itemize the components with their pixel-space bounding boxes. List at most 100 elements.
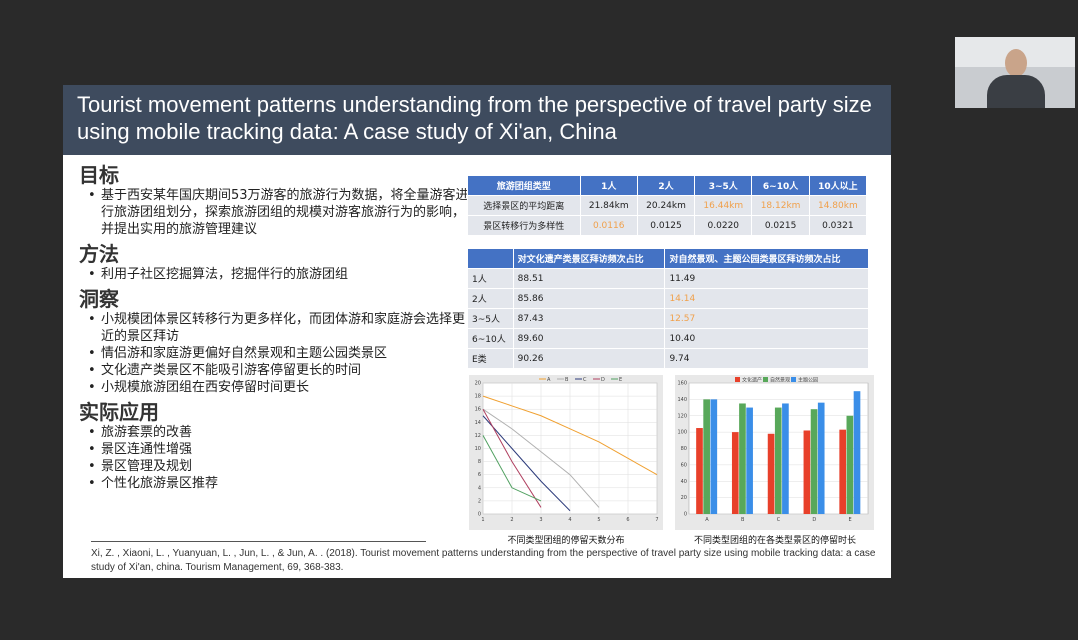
series-line	[482, 435, 542, 502]
series-line	[482, 408, 600, 508]
bullet: 景区管理及规划	[79, 458, 469, 475]
y-tick-label: 160	[677, 381, 687, 387]
legend-label: 文化遗产	[742, 377, 762, 384]
x-tick-label: 4	[568, 517, 571, 523]
y-tick-label: 0	[478, 512, 481, 518]
header-cell: 10人以上	[808, 175, 868, 196]
legend-swatch	[763, 377, 768, 382]
cell: 景区转移行为多样性	[467, 215, 581, 236]
bullet: 小规模旅游团组在西安停留时间更长	[79, 379, 469, 396]
cell: 0.0116	[579, 215, 638, 236]
bar	[739, 403, 746, 514]
legend-swatch	[735, 377, 740, 382]
cell: 6~10人	[467, 328, 514, 349]
legend-label: C	[583, 377, 587, 383]
y-tick-label: 4	[478, 485, 481, 491]
row: 3~5人 87.43 12.57	[467, 308, 869, 329]
bar	[803, 430, 811, 514]
bar	[696, 428, 703, 514]
bullet: 文化遗产类景区不能吸引游客停留更长的时间	[79, 362, 469, 379]
header-cell: 6~10人	[751, 175, 810, 196]
legend-label: 主题公园	[798, 377, 818, 384]
y-tick-label: 100	[677, 430, 687, 436]
y-tick-label: 60	[681, 462, 687, 468]
section-heading: 目标	[79, 163, 119, 187]
cell: 12.57	[664, 308, 869, 329]
row: 2人 85.86 14.14	[467, 288, 869, 309]
bullet: 利用子社区挖掘算法，挖掘伴行的旅游团组	[79, 266, 469, 283]
x-tick-label: 6	[626, 517, 629, 523]
section-heading: 实际应用	[79, 400, 159, 424]
chart-caption: 不同类型团组的停留天数分布	[507, 536, 625, 546]
section-heading: 洞察	[79, 287, 119, 311]
y-tick-label: 120	[677, 413, 687, 419]
cell: 14.14	[664, 288, 869, 309]
y-tick-label: 20	[475, 381, 481, 387]
legend-label: E	[619, 377, 622, 383]
x-tick-label: 1	[481, 517, 484, 523]
cell: 14.80km	[808, 195, 868, 216]
bar	[710, 399, 718, 514]
cell: 88.51	[512, 268, 666, 289]
header-cell: 1人	[579, 175, 638, 196]
legend-swatch	[791, 377, 796, 382]
bar	[774, 407, 782, 514]
sections: 目标基于西安某年国庆期间53万游客的旅游行为数据，将全量游客进行旅游团组划分，探…	[79, 159, 469, 492]
y-tick-label: 40	[681, 479, 687, 485]
row: 6~10人 89.60 10.40	[467, 328, 869, 349]
x-tick-label: 7	[655, 517, 658, 523]
y-tick-label: 16	[475, 407, 481, 413]
series-line	[482, 415, 571, 512]
x-tick-label: C	[777, 517, 781, 523]
header-cell: 对文化遗产类景区拜访频次占比	[512, 248, 666, 269]
cell: 0.0215	[751, 215, 810, 236]
row: E类 90.26 9.74	[467, 348, 869, 369]
header-cell	[467, 248, 514, 269]
cell: 0.0125	[636, 215, 696, 236]
y-tick-label: 12	[475, 433, 481, 439]
legend-label: A	[547, 377, 551, 383]
citation: Xi, Z. , Xiaoni, L. , Yuanyuan, L. , Jun…	[91, 548, 876, 573]
cell: 18.12km	[751, 195, 810, 216]
table-visits: 对文化遗产类景区拜访频次占比 对自然景观、主题公园类景区拜访频次占比 1人 88.51…	[467, 248, 869, 369]
cell: 10.40	[664, 328, 869, 349]
x-tick-label: 3	[539, 517, 542, 523]
cell: 1人	[467, 268, 514, 289]
bullet: 景区连通性增强	[79, 441, 469, 458]
bar	[853, 391, 861, 514]
cell: 20.24km	[636, 195, 696, 216]
slide-title: Tourist movement patterns understanding …	[63, 85, 891, 155]
legend-label: B	[565, 377, 569, 383]
y-tick-label: 0	[684, 512, 687, 518]
bullet: 基于西安某年国庆期间53万游客的旅游行为数据，将全量游客进行旅游团组划分，探索旅…	[79, 187, 469, 238]
x-tick-label: D	[812, 517, 816, 523]
legend-label: D	[601, 377, 605, 383]
cell: E类	[467, 348, 514, 369]
bullet: 情侣游和家庭游更偏好自然景观和主题公园类景区	[79, 345, 469, 362]
bullet: 旅游套票的改善	[79, 424, 469, 441]
row: 1人 88.51 11.49	[467, 268, 869, 289]
bullet: 个性化旅游景区推荐	[79, 475, 469, 492]
cell: 2人	[467, 288, 514, 309]
table-distance: 旅游团组类型 1人 2人 3~5人 6~10人 10人以上 选择景区的平均距离 21.84km…	[467, 175, 868, 236]
x-tick-label: B	[741, 517, 745, 523]
cell: 9.74	[664, 348, 869, 369]
x-tick-label: A	[705, 517, 709, 523]
bar	[817, 402, 825, 514]
section-heading: 方法	[79, 242, 119, 266]
legend-label: 自然景观	[770, 377, 790, 384]
bar-chart: 0 20 40 60 80 100 120 140 160 A B C D E 文化遗产 自然景观 主题公园	[675, 375, 874, 530]
bullet: 小规模团体景区转移行为更多样化，而团体游和家庭游会选择更近的景区拜访	[79, 311, 469, 345]
cell: 21.84km	[579, 195, 638, 216]
x-tick-label: 2	[510, 517, 513, 523]
cell: 85.86	[512, 288, 666, 309]
y-tick-label: 14	[475, 420, 481, 426]
y-tick-label: 18	[475, 394, 481, 400]
cell: 0.0220	[694, 215, 753, 236]
bar	[839, 429, 847, 514]
bar	[846, 415, 854, 514]
y-tick-label: 2	[478, 498, 481, 504]
row: 选择景区的平均距离 21.84km 20.24km 16.44km 18.12km 14.…	[467, 195, 868, 216]
